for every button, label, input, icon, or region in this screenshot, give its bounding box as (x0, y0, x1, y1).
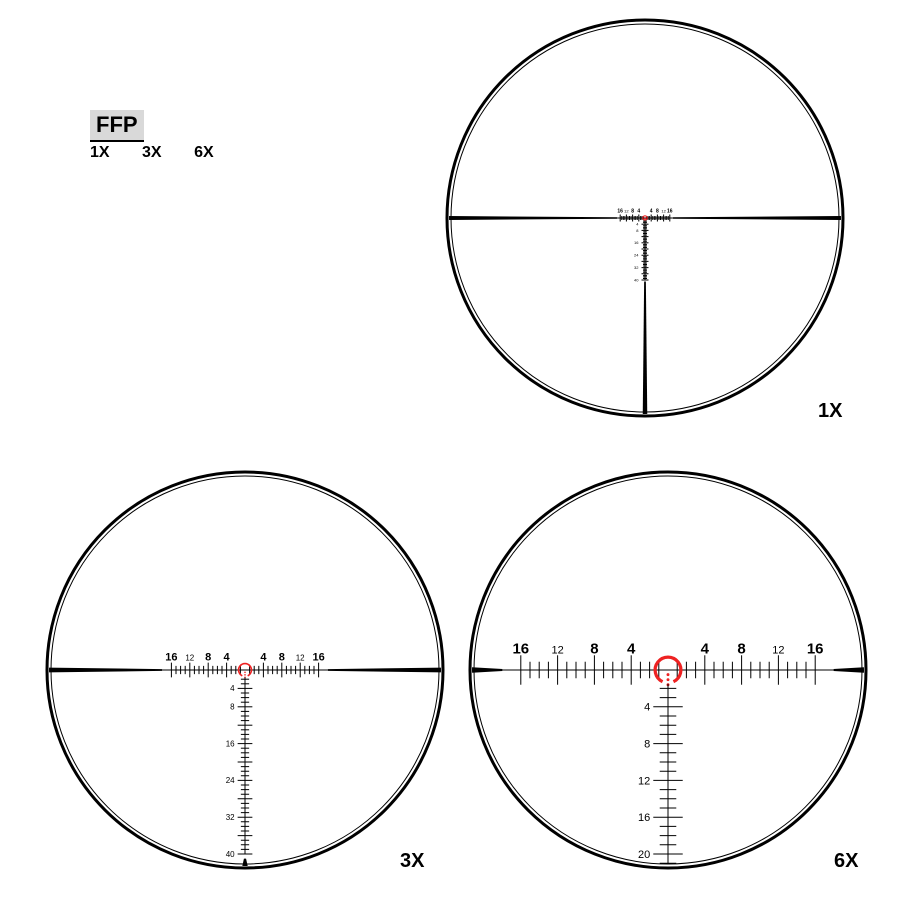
svg-text:12: 12 (185, 654, 194, 663)
svg-text:32: 32 (634, 265, 639, 270)
svg-text:12: 12 (296, 654, 305, 663)
svg-text:4: 4 (701, 640, 710, 657)
svg-text:16: 16 (667, 209, 673, 215)
svg-text:16: 16 (638, 812, 650, 824)
svg-text:8: 8 (279, 652, 285, 664)
svg-text:24: 24 (634, 253, 639, 258)
svg-text:12: 12 (661, 209, 666, 214)
ffp-mag-row: 1X 3X 6X (90, 144, 242, 162)
svg-text:8: 8 (631, 209, 634, 215)
ffp-mag-2: 3X (142, 144, 162, 162)
svg-text:4: 4 (260, 652, 267, 664)
svg-text:16: 16 (512, 640, 529, 657)
svg-text:8: 8 (644, 738, 650, 750)
ffp-mag-1: 1X (90, 144, 110, 162)
svg-text:8: 8 (636, 228, 639, 233)
svg-text:8: 8 (205, 652, 211, 664)
svg-text:32: 32 (226, 813, 235, 822)
svg-text:4: 4 (627, 640, 636, 657)
svg-text:8: 8 (737, 640, 745, 657)
svg-text:12: 12 (638, 775, 650, 787)
svg-text:16: 16 (226, 739, 235, 748)
ffp-mag-3: 6X (194, 144, 214, 162)
svg-text:24: 24 (226, 776, 235, 785)
svg-text:20: 20 (638, 849, 650, 861)
scope-label-1x: 1X (818, 400, 842, 423)
svg-text:8: 8 (230, 703, 235, 712)
svg-text:16: 16 (807, 640, 824, 657)
scope-1x: 4812164812164816243240 (441, 14, 849, 427)
svg-text:16: 16 (165, 652, 177, 664)
svg-text:40: 40 (634, 277, 639, 282)
scope-6x: 4 8 12 16 4 8 12 16 4 8 12 16 20 (464, 466, 872, 879)
svg-text:16: 16 (617, 209, 623, 215)
ffp-title: FFP (90, 110, 144, 142)
svg-text:16: 16 (312, 652, 324, 664)
svg-text:4: 4 (224, 652, 231, 664)
svg-text:40: 40 (226, 850, 235, 859)
svg-text:12: 12 (772, 644, 784, 656)
svg-text:12: 12 (551, 644, 563, 656)
scope-3x: 4812164812164816243240 (41, 466, 449, 879)
diagram-stage: FFP 1X 3X 6X 48121648121648162432401X481… (0, 0, 900, 900)
svg-text:4: 4 (650, 209, 653, 215)
svg-text:4: 4 (637, 209, 640, 215)
svg-text:8: 8 (590, 640, 598, 657)
svg-text:4: 4 (230, 684, 235, 693)
svg-text:4: 4 (644, 702, 650, 714)
ffp-legend: FFP 1X 3X 6X (90, 110, 242, 162)
scope-label-3x: 3X (400, 850, 424, 873)
svg-text:16: 16 (634, 240, 639, 245)
svg-text:4: 4 (636, 222, 639, 227)
svg-text:12: 12 (624, 209, 629, 214)
svg-text:8: 8 (656, 209, 659, 215)
scope-label-6x: 6X (834, 850, 858, 873)
